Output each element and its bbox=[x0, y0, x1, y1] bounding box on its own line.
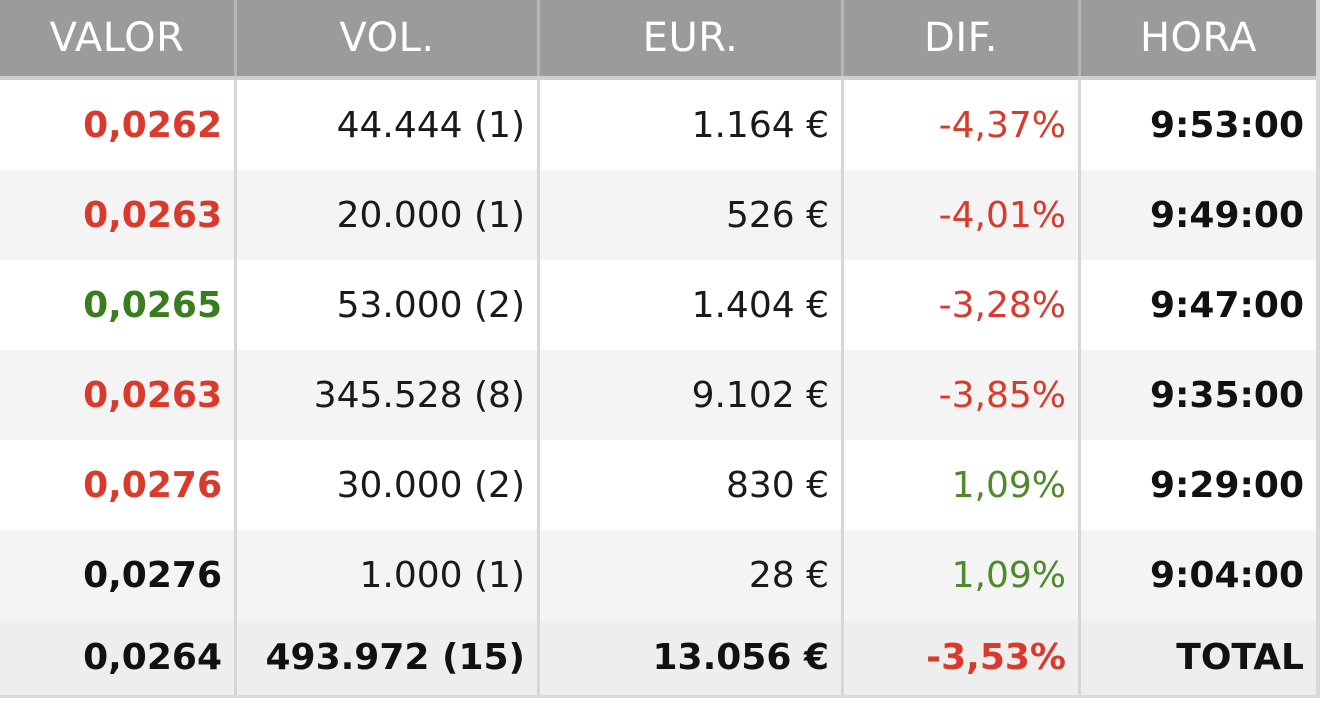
trades-table: VALOR VOL. EUR. DIF. HORA 0,0262 44.444 … bbox=[0, 0, 1320, 698]
column-header-vol[interactable]: VOL. bbox=[237, 0, 540, 76]
valor-cell: 0,0276 bbox=[0, 530, 237, 620]
dif-cell: 1,09% bbox=[844, 440, 1081, 530]
hora-cell: 9:35:00 bbox=[1149, 374, 1304, 416]
table-row: 0,0263 345.528 (8) 9.102 € -3,85% 9:35:0… bbox=[0, 350, 1316, 440]
table-row: 0,0263 20.000 (1) 526 € -4,01% 9:49:00 bbox=[0, 170, 1316, 260]
vol-cell: 44.444 (1) bbox=[237, 80, 540, 170]
table-header: VALOR VOL. EUR. DIF. HORA bbox=[0, 0, 1316, 80]
dif-cell: -4,01% bbox=[844, 170, 1081, 260]
eur-cell: 526 € bbox=[540, 170, 844, 260]
dif-cell: -3,28% bbox=[844, 260, 1081, 350]
eur-cell: 830 € bbox=[540, 440, 844, 530]
dif-cell: 1,09% bbox=[844, 530, 1081, 620]
hora-cell: 9:49:00 bbox=[1149, 194, 1304, 236]
dif-cell: -3,85% bbox=[844, 350, 1081, 440]
hora-cell: 9:29:00 bbox=[1149, 464, 1304, 506]
table-row: 0,0276 30.000 (2) 830 € 1,09% 9:29:00 bbox=[0, 440, 1316, 530]
eur-cell: 28 € bbox=[540, 530, 844, 620]
dif-cell: -4,37% bbox=[844, 80, 1081, 170]
hora-cell: 9:47:00 bbox=[1149, 284, 1304, 326]
vol-cell: 345.528 (8) bbox=[237, 350, 540, 440]
valor-cell: 0,0262 bbox=[0, 80, 237, 170]
valor-cell: 0,0263 bbox=[0, 170, 237, 260]
vol-cell: 1.000 (1) bbox=[237, 530, 540, 620]
total-eur: 13.056 € bbox=[540, 620, 844, 695]
total-valor: 0,0264 bbox=[0, 620, 237, 695]
hora-cell: 9:53:00 bbox=[1149, 104, 1304, 146]
column-header-dif[interactable]: DIF. bbox=[844, 0, 1081, 76]
column-header-eur[interactable]: EUR. bbox=[540, 0, 844, 76]
total-vol: 493.972 (15) bbox=[237, 620, 540, 695]
vol-cell: 53.000 (2) bbox=[237, 260, 540, 350]
table-row: 0,0262 44.444 (1) 1.164 € -4,37% 9:53:00 bbox=[0, 80, 1316, 170]
eur-cell: 1.164 € bbox=[540, 80, 844, 170]
column-header-hora[interactable]: HORA bbox=[1139, 15, 1258, 61]
column-header-valor[interactable]: VALOR bbox=[0, 0, 237, 76]
valor-cell: 0,0265 bbox=[0, 260, 237, 350]
eur-cell: 9.102 € bbox=[540, 350, 844, 440]
table-row: 0,0276 1.000 (1) 28 € 1,09% 9:04:00 bbox=[0, 530, 1316, 620]
total-label: TOTAL bbox=[1176, 637, 1304, 678]
total-row: 0,0264 493.972 (15) 13.056 € -3,53% TOTA… bbox=[0, 620, 1316, 698]
total-dif: -3,53% bbox=[844, 620, 1081, 695]
vol-cell: 20.000 (1) bbox=[237, 170, 540, 260]
eur-cell: 1.404 € bbox=[540, 260, 844, 350]
table-row: 0,0265 53.000 (2) 1.404 € -3,28% 9:47:00 bbox=[0, 260, 1316, 350]
valor-cell: 0,0263 bbox=[0, 350, 237, 440]
valor-cell: 0,0276 bbox=[0, 440, 237, 530]
vol-cell: 30.000 (2) bbox=[237, 440, 540, 530]
hora-cell: 9:04:00 bbox=[1149, 554, 1304, 596]
